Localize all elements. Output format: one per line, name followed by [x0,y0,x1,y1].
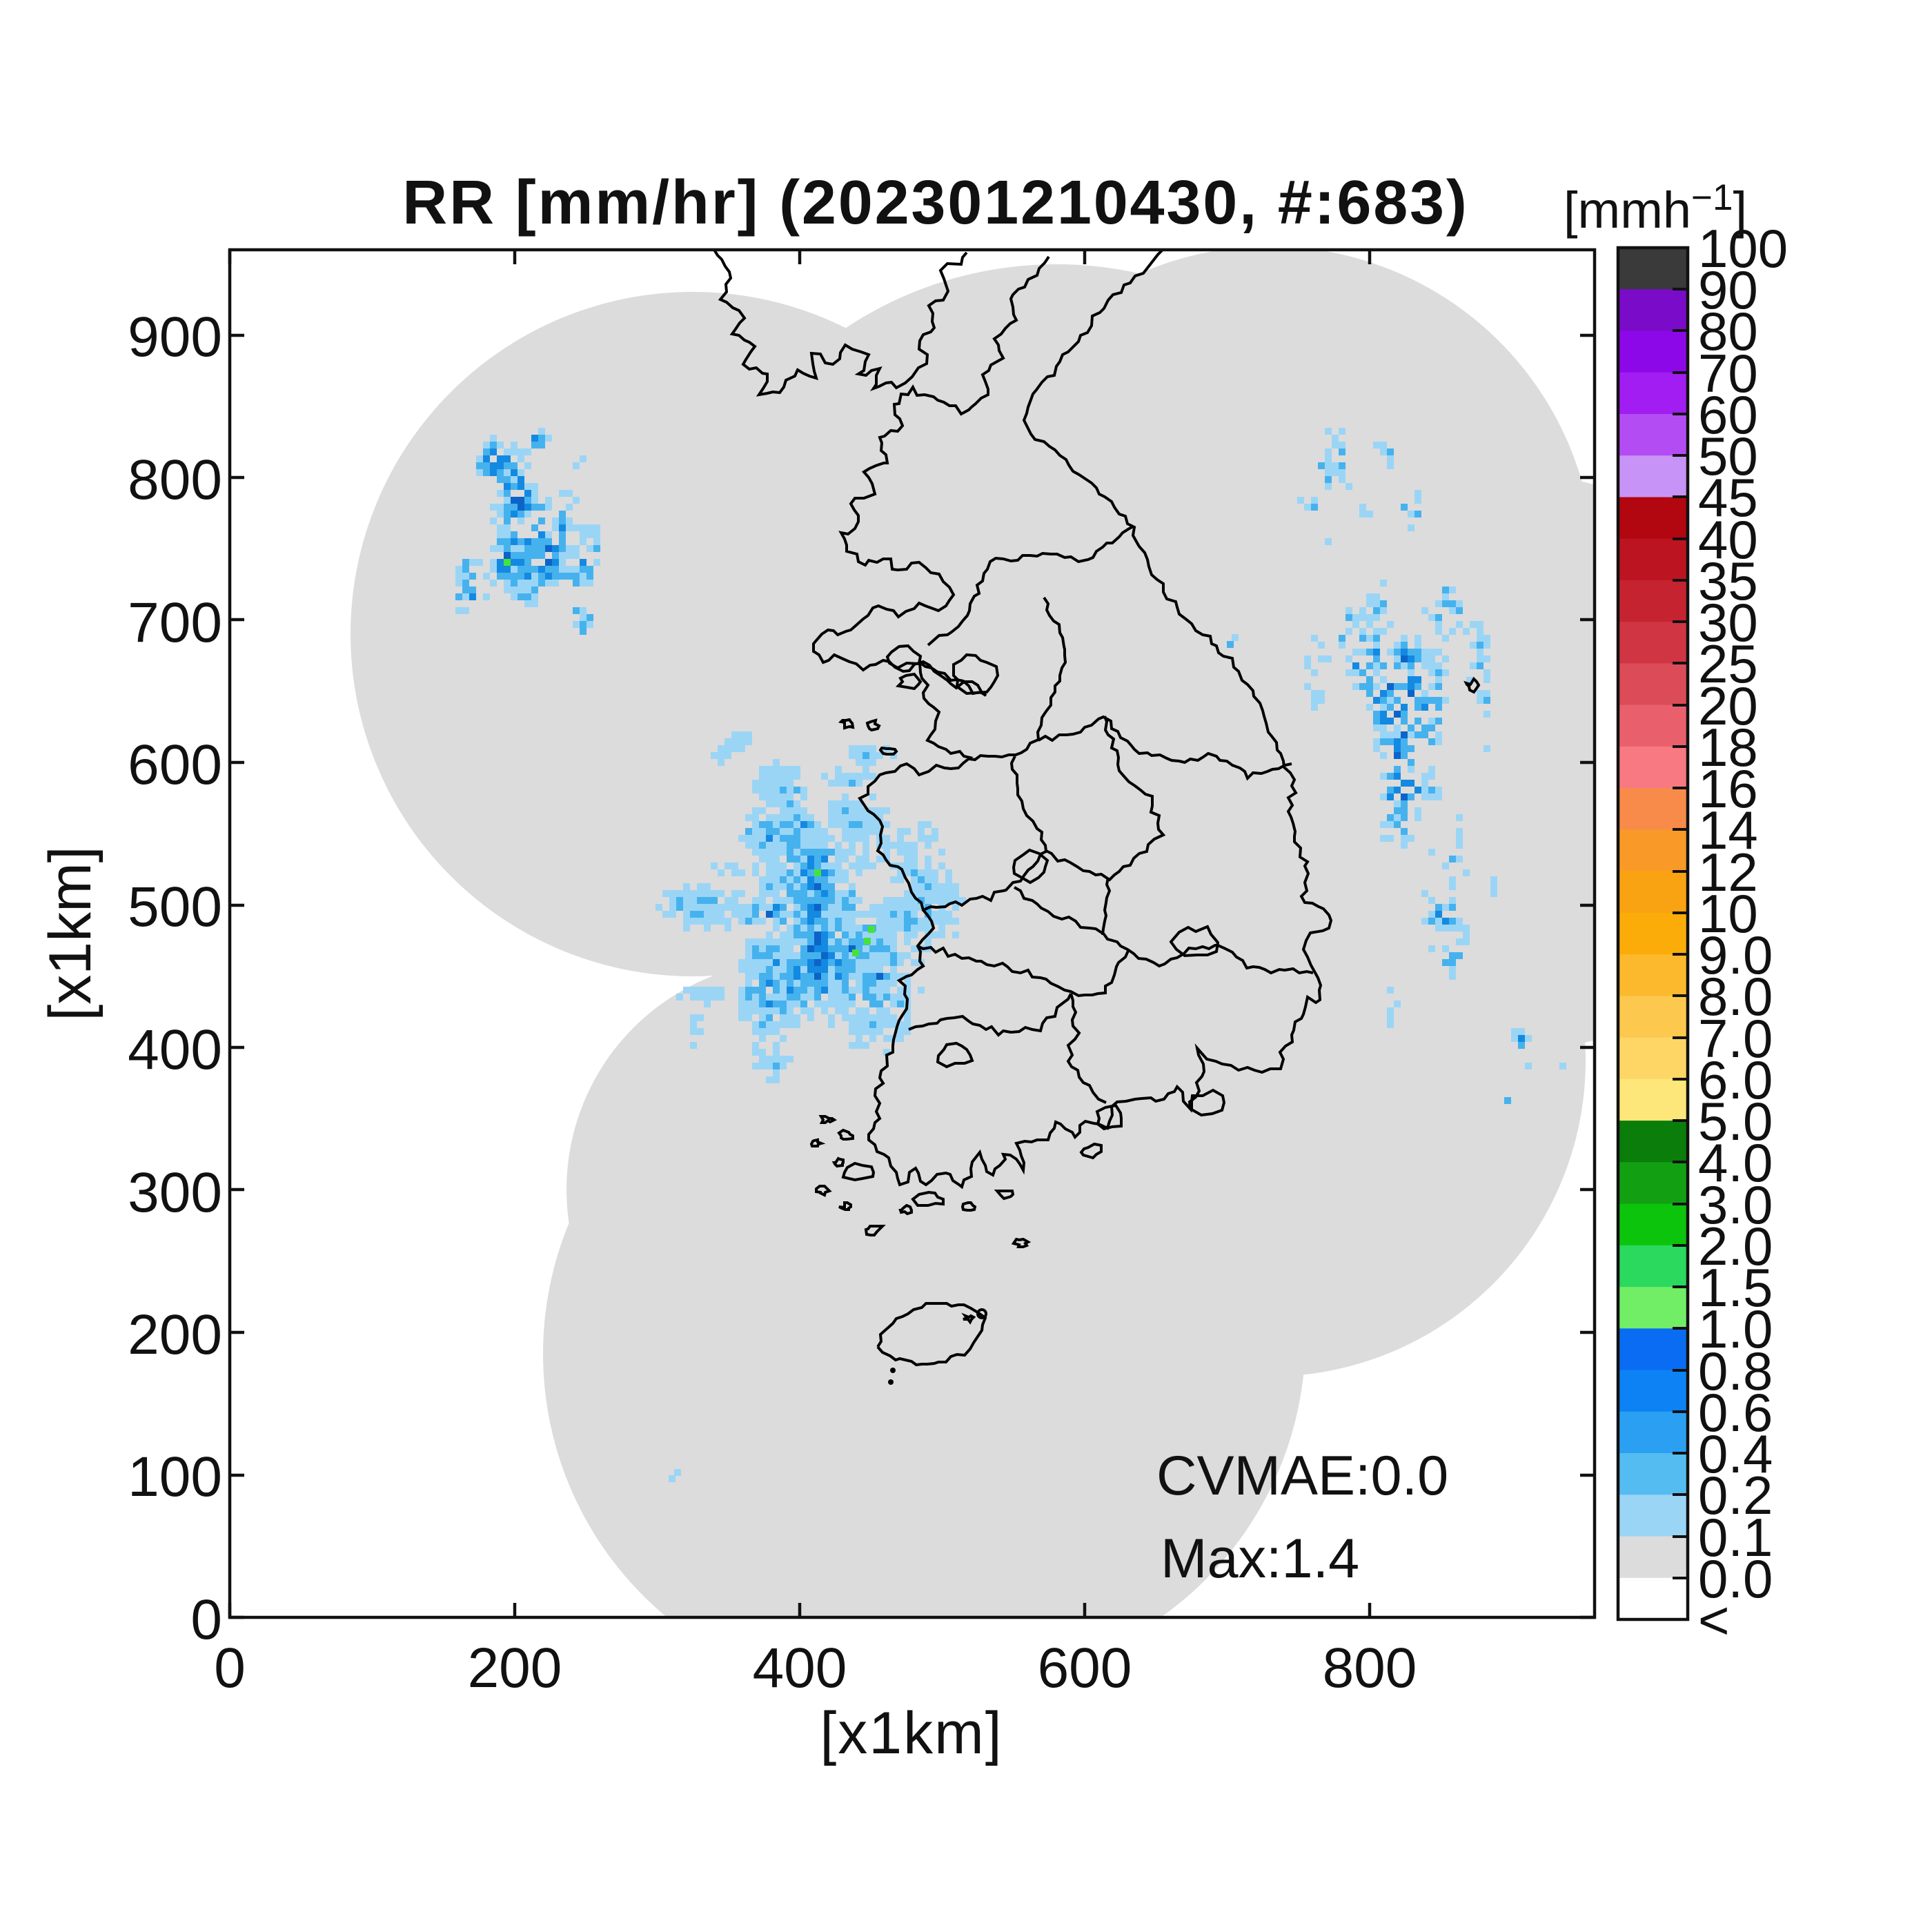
svg-text:60: 60 [1698,384,1758,445]
svg-text:5.0: 5.0 [1698,1091,1773,1152]
svg-text:7.0: 7.0 [1698,1008,1773,1069]
svg-text:90: 90 [1698,259,1758,320]
svg-text:40: 40 [1698,509,1758,570]
svg-text:35: 35 [1698,551,1758,611]
svg-text:3.0: 3.0 [1698,1174,1773,1235]
svg-text:70: 70 [1698,343,1758,404]
svg-text:6.0: 6.0 [1698,1049,1773,1110]
svg-text:20: 20 [1698,676,1758,736]
svg-text:8.0: 8.0 [1698,966,1773,1027]
svg-text:45: 45 [1698,467,1758,528]
svg-text:14: 14 [1698,800,1758,860]
svg-text:[mmh−1]: [mmh−1] [1564,177,1747,239]
svg-text:500: 500 [128,876,222,938]
svg-text:25: 25 [1698,633,1758,694]
svg-text:[x1km]: [x1km] [37,846,103,1021]
svg-text:18: 18 [1698,717,1758,778]
svg-text:0.8: 0.8 [1698,1341,1773,1401]
svg-text:600: 600 [1038,1637,1132,1699]
svg-text:700: 700 [128,591,222,654]
svg-text:12: 12 [1698,842,1758,903]
svg-text:800: 800 [1323,1637,1417,1699]
svg-text:0.6: 0.6 [1698,1382,1773,1443]
svg-text:0.0: 0.0 [1698,1548,1773,1609]
svg-text:<: < [1698,1590,1730,1650]
svg-text:0.4: 0.4 [1698,1423,1773,1484]
svg-text:50: 50 [1698,426,1758,486]
svg-text:2.0: 2.0 [1698,1216,1773,1276]
svg-text:300: 300 [128,1161,222,1224]
svg-text:100: 100 [128,1446,222,1508]
svg-text:800: 800 [128,448,222,511]
svg-text:200: 200 [468,1637,562,1699]
svg-text:600: 600 [128,733,222,796]
svg-text:9.0: 9.0 [1698,925,1773,985]
svg-text:400: 400 [128,1018,222,1081]
svg-text:100: 100 [1698,218,1788,279]
svg-text:80: 80 [1698,301,1758,362]
svg-text:900: 900 [128,306,222,368]
svg-text:[x1km]: [x1km] [820,1700,1003,1766]
svg-text:16: 16 [1698,758,1758,819]
svg-text:0: 0 [190,1588,222,1651]
svg-text:30: 30 [1698,592,1758,653]
svg-text:RR [mm/hr] (202301210430, #:68: RR [mm/hr] (202301210430, #:683) [402,168,1468,237]
svg-text:400: 400 [753,1637,847,1699]
svg-text:1.0: 1.0 [1698,1299,1773,1359]
svg-text:200: 200 [128,1303,222,1366]
svg-text:4.0: 4.0 [1698,1132,1773,1193]
svg-text:Max:1.4: Max:1.4 [1161,1528,1359,1590]
svg-text:10: 10 [1698,883,1758,944]
svg-text:0.1: 0.1 [1698,1507,1773,1568]
svg-text:1.5: 1.5 [1698,1257,1773,1318]
svg-text:0: 0 [214,1637,246,1699]
svg-text:0.2: 0.2 [1698,1465,1773,1526]
svg-text:CVMAE:0.0: CVMAE:0.0 [1156,1445,1448,1507]
